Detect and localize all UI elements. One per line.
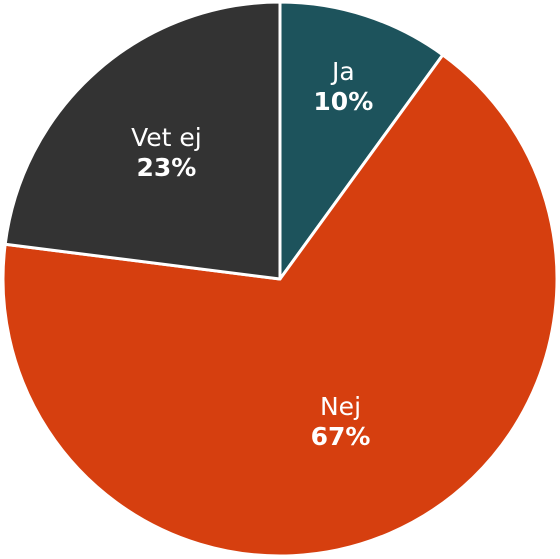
- slice-label: Ja: [330, 57, 355, 86]
- slice-value-label: 10%: [313, 87, 373, 116]
- pie-slice-nej: [1, 53, 559, 558]
- slice-label: Vet ej: [131, 123, 202, 152]
- slice-value-label: 23%: [137, 153, 197, 182]
- slice-value-label: 67%: [311, 422, 371, 451]
- pie-slice-ja: [278, 0, 445, 281]
- slice-label: Nej: [320, 392, 361, 421]
- pie-slice-vet-ej: [3, 0, 282, 281]
